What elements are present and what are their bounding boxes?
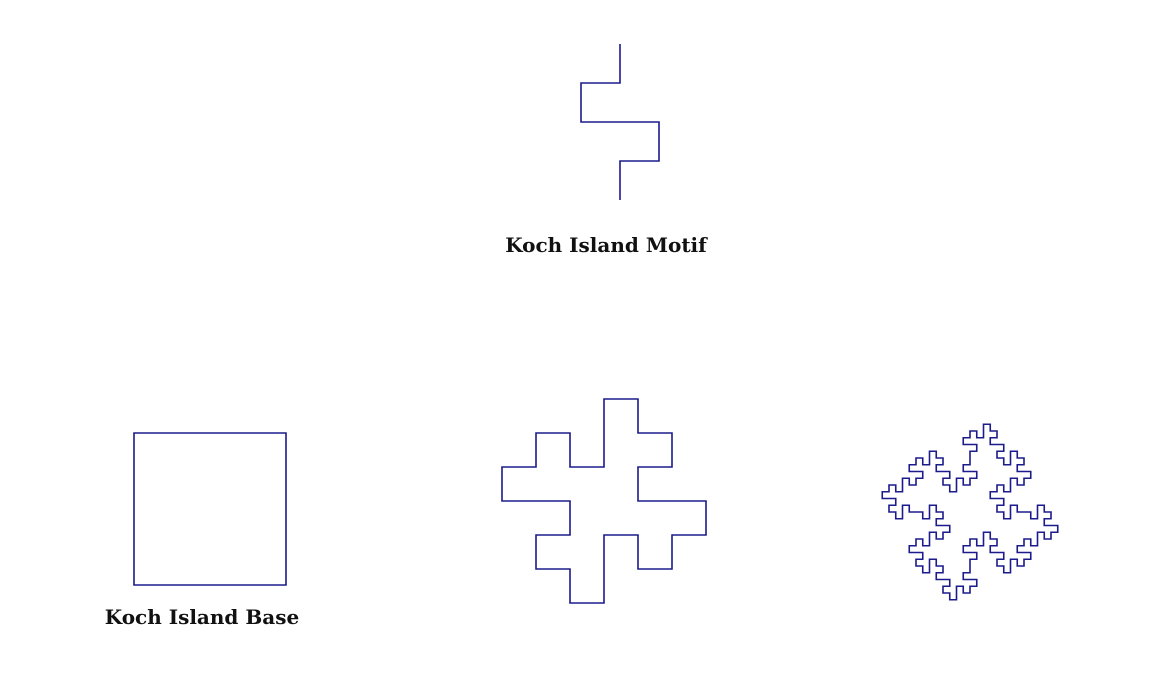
koch-island-iteration-2 bbox=[881, 423, 1059, 601]
motif-caption: Koch Island Motif bbox=[505, 233, 708, 257]
koch-base-square bbox=[133, 432, 287, 586]
base-caption: Koch Island Base bbox=[105, 605, 299, 629]
koch-motif-curve bbox=[580, 44, 660, 200]
koch-island-iteration-1 bbox=[501, 398, 707, 604]
